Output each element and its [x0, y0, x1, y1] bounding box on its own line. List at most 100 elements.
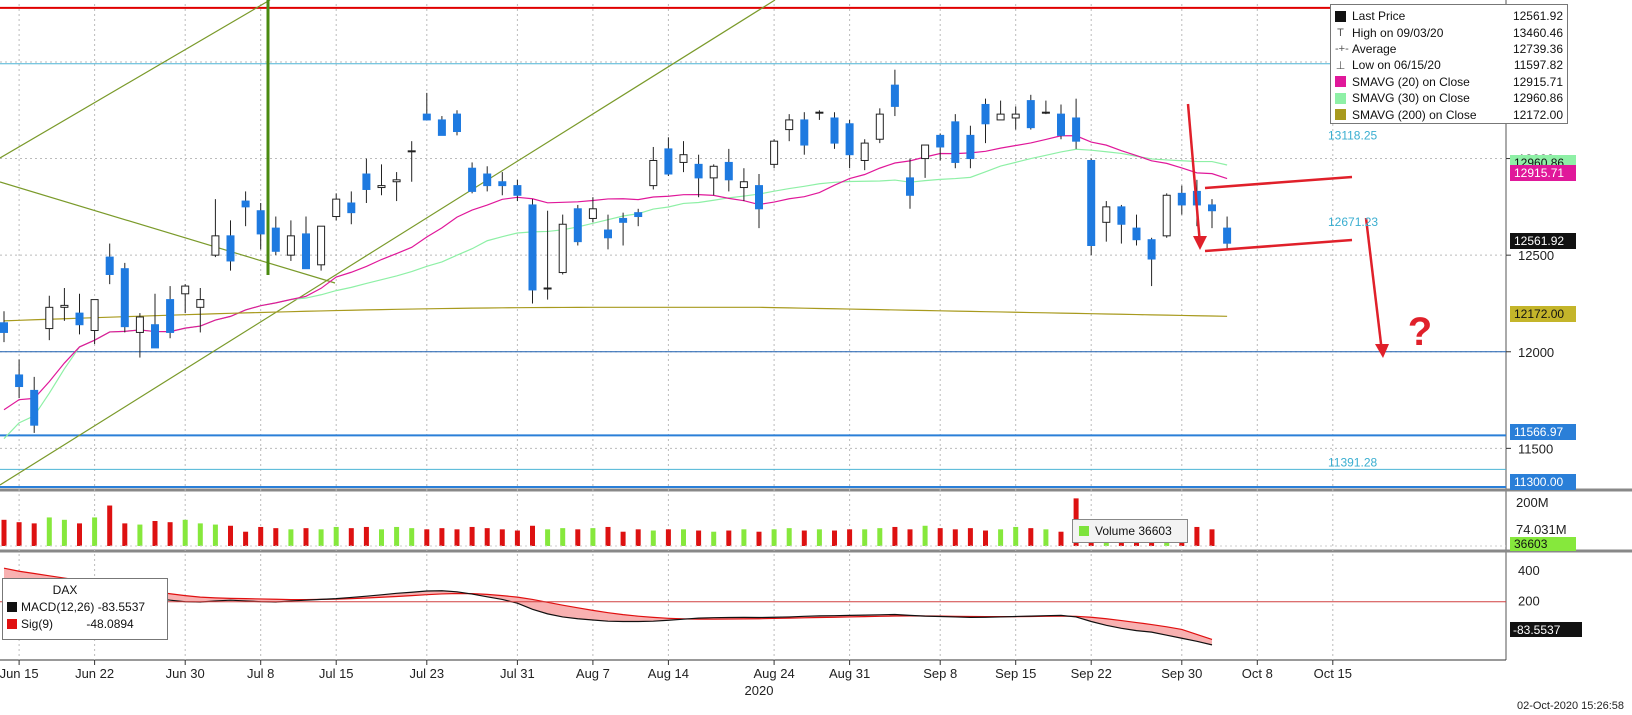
- question-mark-annotation: ?: [1408, 310, 1432, 354]
- volume-bar: [333, 526, 339, 546]
- candle-body: [377, 185, 386, 189]
- volume-bar: [258, 526, 264, 546]
- volume-bar: [922, 525, 928, 546]
- candle-body: [483, 173, 492, 187]
- candle-body: [151, 324, 159, 349]
- volume-tag-bg: [1510, 537, 1576, 551]
- volume-bar: [1194, 526, 1200, 546]
- x-tick-label: Jul 15: [319, 666, 354, 681]
- candle-body: [860, 142, 869, 161]
- candle-body: [513, 185, 522, 196]
- candle-body: [30, 389, 39, 426]
- volume-bar: [61, 519, 67, 546]
- candle-body: [558, 223, 567, 274]
- volume-bar: [348, 528, 354, 546]
- candle-body: [453, 113, 461, 133]
- volume-bar: [726, 530, 732, 546]
- candle-body: [981, 103, 990, 125]
- legend-value: 12172.00: [1512, 107, 1563, 122]
- volume-bar: [650, 530, 656, 546]
- legend-value: 12915.71: [1512, 74, 1563, 89]
- candle-body: [196, 299, 205, 308]
- x-tick-label: Sep 22: [1071, 666, 1112, 681]
- volume-bar: [892, 526, 898, 546]
- red-arrowhead: [1375, 344, 1389, 358]
- candle-body: [906, 177, 914, 196]
- candle-body: [226, 235, 235, 262]
- legend-swatch: [1335, 10, 1346, 22]
- volume-bar: [228, 525, 233, 546]
- candle-body: [422, 113, 431, 121]
- legend-glyph-icon: -+-: [1335, 42, 1349, 55]
- volume-bar: [741, 529, 747, 546]
- volume-bar: [439, 528, 445, 546]
- volume-bar: [801, 530, 807, 546]
- legend-label: SMAVG (200) on Close: [1352, 107, 1477, 122]
- price-tag-bg: [1510, 424, 1576, 440]
- candle-body: [498, 181, 507, 187]
- volume-bar: [46, 517, 52, 546]
- candle-body: [694, 163, 703, 179]
- volume-bar: [303, 528, 309, 546]
- volume-bar: [1013, 526, 1019, 546]
- volume-bar: [983, 530, 988, 546]
- legend-value: 11597.82: [1513, 58, 1563, 73]
- volume-bar: [847, 529, 853, 546]
- price-tag-bg: [1510, 474, 1576, 490]
- macd-tick-label: 400: [1518, 563, 1540, 578]
- red-arrow-line: [1364, 217, 1384, 353]
- candle-body: [830, 117, 839, 144]
- price-tag-bg: [1510, 233, 1576, 249]
- y-tick-label: 12500: [1518, 248, 1554, 263]
- candle-body: [407, 150, 416, 153]
- candle-body: [724, 161, 733, 181]
- candle-body: [739, 181, 748, 189]
- red-arrow-line: [1186, 103, 1202, 245]
- candle-body: [936, 134, 945, 148]
- candle-body: [709, 165, 718, 179]
- price-tag-label: 12915.71: [1514, 166, 1564, 180]
- candle-body: [921, 144, 930, 160]
- candle-body: [90, 299, 99, 332]
- price-tag-label: 12172.00: [1514, 307, 1564, 321]
- x-tick-label: Jun 15: [0, 666, 39, 681]
- x-tick-label: Sep 30: [1161, 666, 1202, 681]
- x-tick-label: Sep 8: [923, 666, 957, 681]
- candle-body: [75, 312, 84, 326]
- candle-body: [770, 140, 779, 165]
- x-tick-label: Oct 8: [1242, 666, 1273, 681]
- volume-legend[interactable]: Volume 36603: [1072, 519, 1188, 543]
- candle-body: [875, 113, 884, 140]
- volume-bar: [514, 530, 520, 546]
- volume-bar: [545, 529, 551, 546]
- candle-body: [1087, 159, 1096, 247]
- volume-bar: [590, 528, 596, 546]
- volume-bar: [469, 526, 475, 546]
- legend-row: SMAVG (20) on Close 12915.71: [1335, 74, 1563, 90]
- macd-swatch: [7, 601, 17, 612]
- candle-body: [664, 148, 673, 175]
- candle-body: [1208, 204, 1216, 212]
- price-legend[interactable]: Last Price 12561.92 T High on 09/03/20 13460…: [1330, 4, 1568, 124]
- candle-body: [588, 208, 597, 219]
- candle-body: [1162, 194, 1171, 237]
- volume-bar: [681, 529, 686, 546]
- trend-line: [0, 0, 776, 486]
- candle-body: [573, 208, 582, 243]
- legend-label: SMAVG (20) on Close: [1352, 74, 1470, 89]
- volume-bar: [998, 529, 1004, 546]
- x-tick-label: Aug 24: [753, 666, 794, 681]
- x-tick-label: Jul 8: [247, 666, 274, 681]
- volume-bar: [620, 531, 626, 546]
- red-arrowhead: [1193, 236, 1207, 250]
- volume-bar: [424, 529, 430, 546]
- volume-bar: [409, 528, 415, 546]
- price-tag-label: 11300.00: [1514, 475, 1563, 489]
- legend-row: T High on 09/03/20 13460.46: [1335, 24, 1563, 40]
- volume-label: Volume: [1095, 524, 1136, 538]
- candle-body: [890, 84, 899, 107]
- volume-bar: [243, 531, 249, 546]
- price-tag-bg: [1510, 165, 1576, 181]
- macd-legend[interactable]: DAX MACD(12,26) -83.5537 Sig(9) -48.0894: [2, 578, 168, 640]
